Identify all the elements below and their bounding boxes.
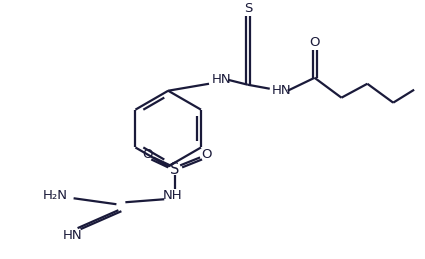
Text: O: O bbox=[201, 148, 211, 161]
Text: HN: HN bbox=[63, 229, 82, 242]
Text: S: S bbox=[244, 2, 252, 15]
Text: H₂N: H₂N bbox=[43, 189, 68, 202]
Text: HN: HN bbox=[212, 73, 232, 86]
Text: O: O bbox=[142, 148, 153, 161]
Text: HN: HN bbox=[272, 84, 292, 97]
Text: NH: NH bbox=[162, 189, 182, 202]
Text: S: S bbox=[170, 162, 180, 177]
Text: O: O bbox=[309, 37, 320, 49]
